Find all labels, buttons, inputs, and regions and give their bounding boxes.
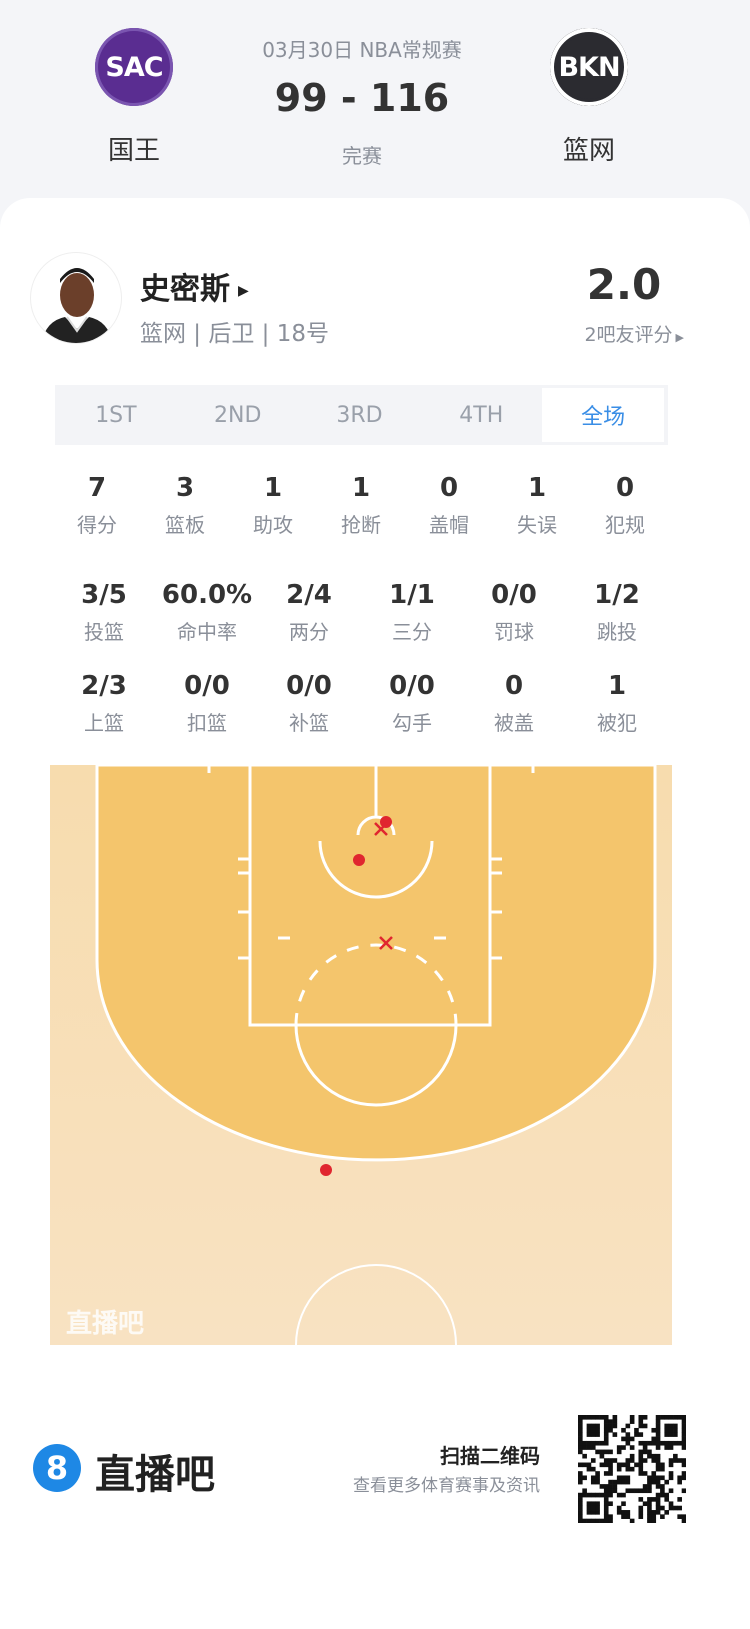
tab-4th[interactable]: 4TH [459, 402, 504, 428]
stat-item: 3/5 投篮 [81, 580, 127, 645]
period-tabs: 1ST 2ND 3RD 4TH 全场 [55, 385, 668, 445]
rating-link[interactable]: 2吧友评分 ▶ [584, 324, 684, 346]
stat-label: 上篮 [84, 711, 124, 735]
stat-label: 盖帽 [429, 513, 469, 537]
stat-value: 1/2 [594, 580, 640, 610]
stat-value: 0 [615, 473, 635, 503]
stat-value: 3/5 [81, 580, 127, 610]
player-rating: 2.0 [586, 260, 662, 309]
scan-subtitle: 查看更多体育赛事及资讯 [353, 1476, 540, 1496]
stat-item: 1/2 跳投 [594, 580, 640, 645]
stat-item: 0/0 扣篮 [184, 671, 230, 736]
stat-label: 扣篮 [187, 711, 227, 735]
player-name-link[interactable]: 史密斯 ▶ [140, 272, 249, 307]
stat-value: 0/0 [184, 671, 230, 701]
stat-label: 罚球 [494, 620, 534, 644]
stat-item: 60.0% 命中率 [162, 580, 252, 645]
stat-value: 0/0 [389, 671, 435, 701]
stat-value: 2/3 [81, 671, 127, 701]
stat-value: 0 [439, 473, 459, 503]
stat-label: 补篮 [289, 711, 329, 735]
stat-label: 被犯 [597, 711, 637, 735]
court-lines [207, 765, 535, 1345]
match-status: 完赛 [342, 144, 382, 168]
stat-value: 7 [87, 473, 107, 503]
stat-label: 助攻 [253, 513, 293, 537]
made-shot-marker [353, 854, 365, 866]
stat-item: 1 被犯 [597, 671, 637, 736]
stat-value: 0/0 [286, 671, 332, 701]
three-point-area [95, 765, 657, 1162]
player-photo-icon [41, 268, 113, 343]
stat-item: 2/4 两分 [286, 580, 332, 645]
stat-label: 失误 [517, 513, 557, 537]
stat-item: 1 助攻 [253, 473, 293, 538]
stat-item: 1/1 三分 [389, 580, 435, 645]
stat-value: 1 [351, 473, 371, 503]
stat-value: 0 [504, 671, 524, 701]
stat-value: 1 [607, 671, 627, 701]
footer-brand-icon: 8 [33, 1444, 81, 1492]
stat-label: 跳投 [597, 620, 637, 644]
stat-value: 2/4 [286, 580, 332, 610]
stat-label: 篮板 [165, 513, 205, 537]
stat-item: 0 犯规 [605, 473, 645, 538]
stat-item: 0 被盖 [494, 671, 534, 736]
qr-code[interactable] [578, 1415, 686, 1523]
tab-full-game[interactable]: 全场 [542, 388, 664, 442]
player-avatar[interactable] [30, 252, 122, 344]
shot-chart-court: 直播吧 [50, 765, 672, 1345]
caret-right-icon: ▶ [238, 282, 249, 299]
missed-shot-marker [374, 822, 388, 836]
stat-label: 勾手 [392, 711, 432, 735]
home-team-name: 国王 [107, 136, 161, 166]
stat-item: 0/0 补篮 [286, 671, 332, 736]
stat-item: 0/0 罚球 [491, 580, 537, 645]
stat-label: 得分 [77, 513, 117, 537]
stat-item: 0/0 勾手 [389, 671, 435, 736]
stat-label: 被盖 [494, 711, 534, 735]
stat-label: 投篮 [84, 620, 124, 644]
made-shot-marker [380, 816, 392, 828]
scan-title: 扫描二维码 [440, 1444, 540, 1468]
stat-value: 60.0% [161, 580, 253, 610]
tab-1st[interactable]: 1ST [95, 402, 137, 428]
home-team-logo[interactable]: SAC [95, 28, 173, 106]
stat-value: 3 [175, 473, 195, 503]
tab-3rd[interactable]: 3RD [336, 402, 383, 428]
stat-item: 0 盖帽 [429, 473, 469, 538]
caret-right-icon: ▶ [675, 331, 684, 344]
stat-label: 命中率 [176, 620, 237, 644]
stat-value: 1 [527, 473, 547, 503]
footer-brand: 直播吧 [95, 1452, 215, 1498]
stat-item: 1 失误 [517, 473, 557, 538]
stat-item: 2/3 上篮 [81, 671, 127, 736]
made-shot-marker [320, 1164, 332, 1176]
stat-item: 3 篮板 [165, 473, 205, 538]
court-watermark: 直播吧 [66, 1309, 144, 1339]
stat-value: 0/0 [491, 580, 537, 610]
match-score: 99 - 116 [274, 76, 450, 120]
stat-label: 两分 [289, 620, 329, 644]
stat-label: 抢断 [341, 513, 381, 537]
stat-value: 1 [263, 473, 283, 503]
away-team-name: 篮网 [562, 136, 616, 166]
away-team-logo[interactable]: BKN [550, 28, 628, 106]
player-info: 篮网 | 后卫 | 18号 [140, 321, 330, 347]
stat-item: 1 抢断 [341, 473, 381, 538]
stat-label: 三分 [392, 620, 432, 644]
missed-shot-marker [379, 936, 393, 950]
stat-value: 1/1 [389, 580, 435, 610]
stat-item: 7 得分 [77, 473, 117, 538]
stat-label: 犯规 [605, 513, 645, 537]
tab-2nd[interactable]: 2ND [213, 402, 262, 428]
shots-layer [320, 816, 393, 1176]
match-date-league: 03月30日 NBA常规赛 [262, 38, 462, 62]
